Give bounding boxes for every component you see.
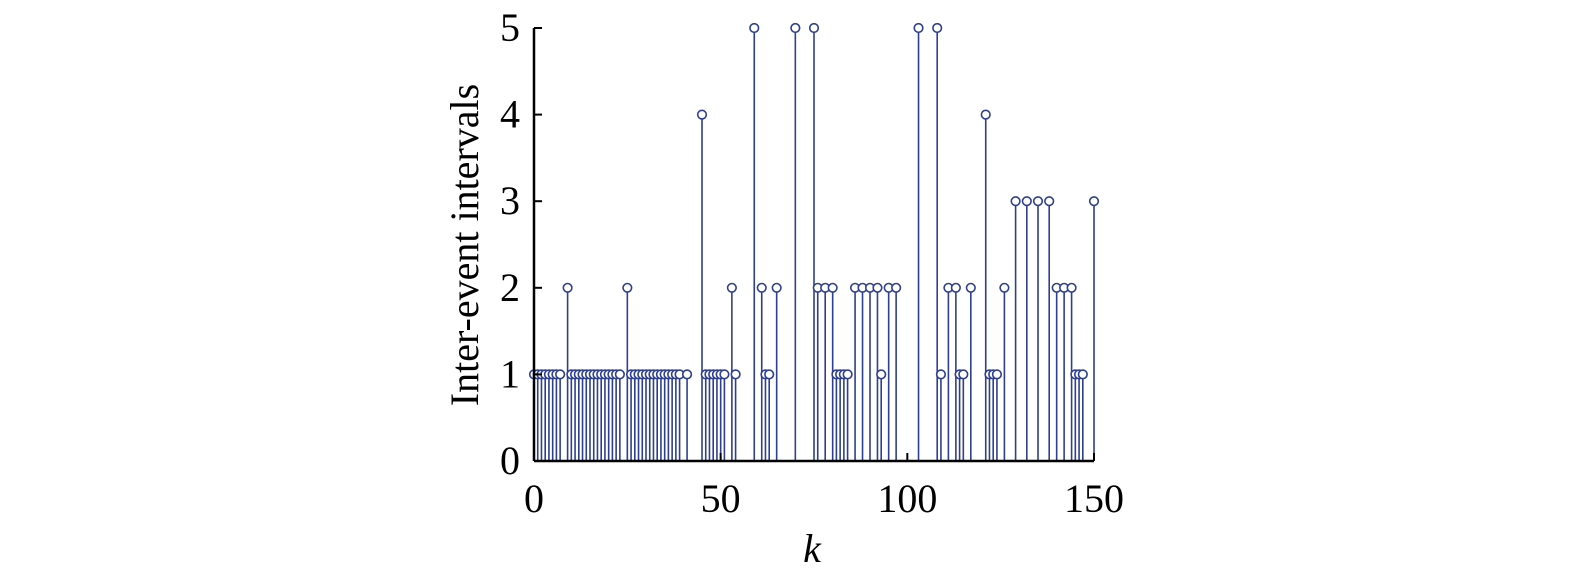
stem-marker bbox=[614, 369, 625, 380]
stem-marker bbox=[891, 282, 902, 293]
stem-marker bbox=[1021, 196, 1032, 207]
stem-marker bbox=[980, 109, 991, 120]
axes: 0 1 2 3 4 5 0 50 100 150 bbox=[500, 5, 1124, 521]
y-tick-label: 2 bbox=[500, 265, 520, 310]
stem-marker bbox=[935, 369, 947, 380]
stem-marker bbox=[1032, 196, 1044, 207]
stem-marker bbox=[756, 282, 767, 293]
x-tick-label: 0 bbox=[524, 476, 544, 521]
stem-marker bbox=[1088, 196, 1100, 207]
stem-marker bbox=[771, 282, 782, 293]
stem-marker bbox=[999, 282, 1010, 293]
stem-marker bbox=[622, 282, 633, 293]
stem-marker bbox=[555, 369, 566, 380]
stem-marker bbox=[790, 22, 801, 34]
stem-marker bbox=[749, 22, 760, 34]
x-axis-label: k bbox=[803, 526, 822, 571]
x-tick-label: 100 bbox=[877, 476, 937, 521]
stem-marker bbox=[1044, 196, 1055, 207]
stem-marker bbox=[932, 22, 943, 34]
stem-marker bbox=[965, 282, 976, 293]
y-tick-label: 1 bbox=[500, 351, 520, 396]
x-axis-ticks: 0 50 100 150 bbox=[524, 453, 1124, 521]
y-axis-label: Inter-event intervals bbox=[442, 84, 487, 406]
stem-marker bbox=[726, 282, 737, 293]
stem-marker bbox=[876, 369, 887, 380]
y-tick-label: 0 bbox=[500, 438, 520, 483]
stem-marker bbox=[827, 282, 838, 293]
stem-marker bbox=[991, 369, 1003, 380]
stem-marker bbox=[808, 22, 820, 34]
stem-marker bbox=[562, 282, 573, 293]
stem-marker bbox=[681, 369, 693, 380]
stem-marker bbox=[730, 369, 741, 380]
x-tick-label: 150 bbox=[1064, 476, 1124, 521]
stem-marker bbox=[1010, 196, 1021, 207]
stem-series bbox=[528, 22, 1100, 461]
stem-marker bbox=[719, 369, 730, 380]
stem-marker bbox=[1077, 369, 1088, 380]
stem-marker bbox=[872, 282, 883, 293]
y-axis-ticks: 0 1 2 3 4 5 bbox=[500, 5, 542, 483]
stem-marker bbox=[842, 369, 853, 380]
stem-marker bbox=[958, 369, 969, 380]
y-tick-label: 3 bbox=[500, 178, 520, 223]
stem-marker bbox=[950, 282, 961, 293]
stem-marker bbox=[764, 369, 775, 380]
stem-marker bbox=[913, 22, 924, 34]
y-tick-label: 5 bbox=[500, 5, 520, 50]
stem-marker bbox=[1066, 282, 1077, 293]
x-tick-label: 50 bbox=[701, 476, 741, 521]
stem-marker bbox=[696, 109, 708, 120]
y-tick-label: 4 bbox=[500, 92, 520, 137]
